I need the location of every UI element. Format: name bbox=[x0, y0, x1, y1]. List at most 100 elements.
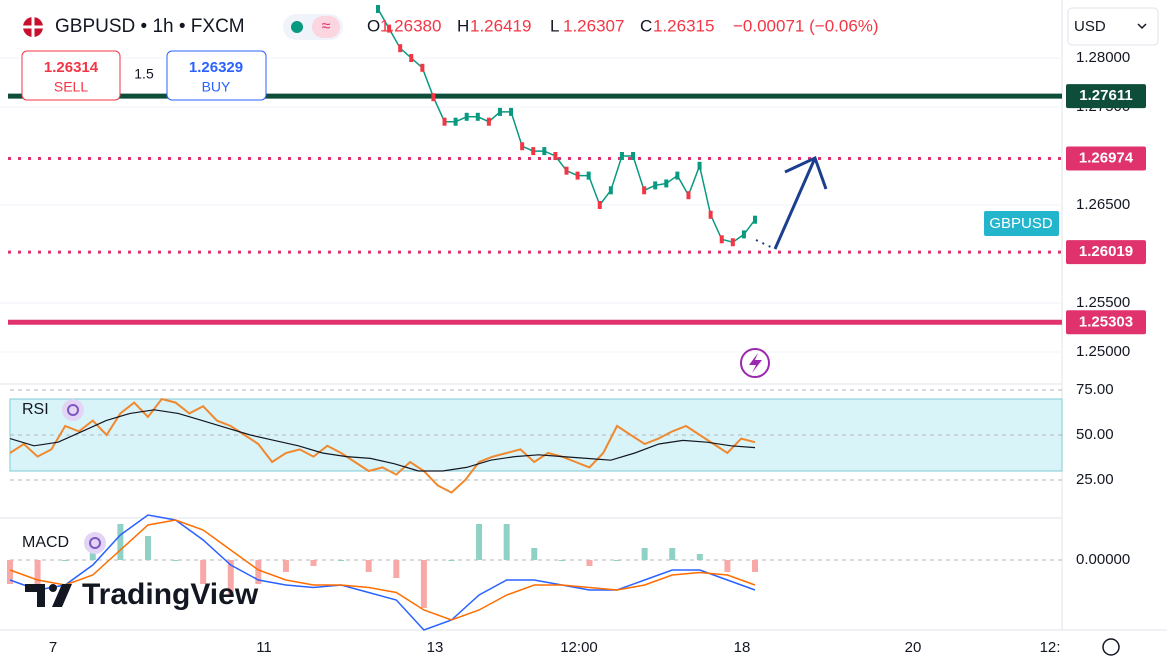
candle bbox=[697, 161, 702, 170]
macd-histogram-bar bbox=[724, 560, 731, 572]
candle bbox=[619, 152, 624, 160]
delay-glyph: ≈ bbox=[322, 18, 331, 35]
events-glyph bbox=[749, 353, 762, 373]
candle bbox=[608, 186, 613, 195]
rsi-settings-glyph bbox=[67, 404, 79, 416]
macd-histogram-bar bbox=[282, 560, 289, 572]
macd-histogram-bar bbox=[144, 536, 151, 560]
rsi-settings[interactable] bbox=[62, 399, 84, 421]
plot-layer bbox=[0, 5, 1063, 631]
logo-icon bbox=[25, 584, 72, 607]
candle bbox=[442, 117, 447, 126]
buy-label: BUY bbox=[202, 79, 231, 95]
macd-histogram-bar bbox=[669, 548, 676, 560]
price-tick-label: 1.26500 bbox=[1076, 196, 1130, 213]
signal-line bbox=[9, 519, 756, 621]
macd-histogram-bar bbox=[752, 560, 758, 572]
flag-cross bbox=[23, 17, 43, 37]
candle bbox=[420, 63, 425, 72]
macd-settings[interactable] bbox=[84, 532, 106, 554]
macd-histogram-bar bbox=[531, 548, 538, 560]
level-badge bbox=[1066, 310, 1146, 335]
macd-line bbox=[9, 514, 756, 631]
candle bbox=[708, 210, 713, 219]
ohlc-key: C bbox=[640, 16, 652, 35]
ohlc-legend: O 1.26380 H 1.26419 L 1.26307 C 1.26315 bbox=[367, 16, 714, 35]
logo-text: TradingView bbox=[82, 578, 259, 611]
rsi-label: RSI bbox=[22, 401, 49, 418]
macd-histogram-bar bbox=[641, 548, 648, 560]
macd-histogram-bar bbox=[7, 560, 13, 584]
candle bbox=[453, 117, 458, 126]
price-change: −0.00071 (−0.06%) bbox=[733, 16, 879, 35]
axis-layer: 1.280001.275001.265001.255001.250001.276… bbox=[49, 49, 1146, 656]
ohlc-value: 1.26307 bbox=[563, 16, 624, 35]
rsi-line bbox=[9, 397, 756, 494]
macd-histogram-bar bbox=[558, 560, 565, 561]
time-tick-label: 12: bbox=[1040, 639, 1061, 656]
candle bbox=[664, 179, 669, 188]
candle bbox=[719, 235, 724, 244]
sell-price: 1.26314 bbox=[44, 59, 99, 76]
candle bbox=[631, 152, 636, 160]
candle bbox=[431, 93, 436, 102]
time-tick-label: 12:00 bbox=[560, 639, 598, 656]
candle bbox=[387, 24, 392, 33]
rsi-tick-label: 75.00 bbox=[1076, 381, 1114, 398]
macd-histogram-bar bbox=[34, 560, 41, 584]
price-tick-label: 1.25500 bbox=[1076, 294, 1130, 311]
axis-settings[interactable] bbox=[1102, 638, 1120, 656]
macd-histogram-bar bbox=[393, 560, 400, 578]
candle bbox=[542, 147, 547, 156]
macd-histogram-bar bbox=[255, 560, 262, 584]
macd-histogram-bar bbox=[503, 524, 510, 560]
sell-button[interactable] bbox=[21, 50, 121, 101]
ohlc-value: 1.26380 bbox=[380, 16, 441, 35]
time-tick-label: 13 bbox=[427, 639, 444, 656]
forecast-arrow bbox=[773, 155, 828, 250]
macd-histogram-bar bbox=[586, 560, 593, 566]
candle bbox=[398, 44, 403, 53]
candle bbox=[520, 142, 525, 151]
macd-histogram-bar bbox=[338, 560, 345, 561]
candle bbox=[753, 215, 757, 224]
buy-button[interactable] bbox=[166, 50, 267, 101]
macd-histogram-bar bbox=[172, 560, 179, 561]
spread: 1.5 bbox=[134, 66, 154, 82]
level-badge bbox=[1066, 146, 1146, 171]
ohlc-key: H bbox=[457, 16, 469, 35]
symbol-badge bbox=[984, 211, 1059, 236]
candle bbox=[597, 201, 602, 209]
level-label: 1.27611 bbox=[1079, 87, 1132, 104]
macd-histogram-bar bbox=[227, 560, 234, 596]
candle bbox=[531, 147, 536, 156]
candle bbox=[553, 152, 558, 160]
ohlc-key: L bbox=[550, 16, 559, 35]
macd-histogram-bar bbox=[448, 560, 455, 561]
macd-histogram-bar bbox=[476, 524, 483, 560]
rsi-ma-line bbox=[9, 409, 756, 472]
price-tick-label: 1.28000 bbox=[1076, 49, 1130, 66]
candle bbox=[486, 117, 491, 126]
level-badge bbox=[1066, 240, 1146, 265]
macd-histogram-bar bbox=[62, 560, 69, 561]
candle bbox=[686, 191, 691, 200]
ohlc-value: 1.26419 bbox=[470, 16, 531, 35]
candle bbox=[564, 166, 569, 175]
buy-price: 1.26329 bbox=[189, 59, 243, 76]
logo-dot bbox=[49, 584, 57, 592]
macd-histogram-bar bbox=[696, 554, 703, 560]
level-label: 1.26974 bbox=[1079, 150, 1134, 167]
candle bbox=[642, 186, 647, 195]
candle bbox=[675, 171, 680, 180]
macd-histogram-bar bbox=[614, 560, 621, 561]
currency-select[interactable] bbox=[1067, 7, 1159, 46]
macd-tick-label: 0.00000 bbox=[1076, 551, 1130, 568]
macd-histogram-bar bbox=[310, 560, 317, 566]
market-open-dot bbox=[291, 21, 303, 33]
macd-histogram-bar bbox=[117, 524, 124, 560]
candle bbox=[497, 107, 502, 116]
time-tick-label: 20 bbox=[905, 639, 922, 656]
